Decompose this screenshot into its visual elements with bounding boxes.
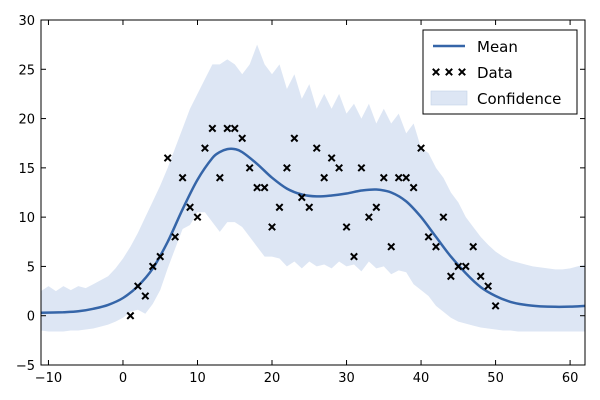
y-tick-label: 20 — [18, 113, 35, 128]
data-point — [327, 154, 336, 162]
data-point — [394, 173, 403, 182]
x-tick-label: 60 — [562, 371, 579, 386]
data-point — [342, 223, 351, 231]
confidence-band — [41, 44, 585, 332]
data-point — [133, 282, 142, 291]
y-tick-label: 25 — [18, 63, 35, 78]
y-tick-label: 15 — [18, 162, 35, 177]
data-point — [148, 262, 157, 271]
data-point — [193, 213, 202, 222]
data-point — [171, 232, 180, 241]
legend-data-marker — [445, 68, 453, 76]
data-point — [305, 203, 314, 212]
data-point — [230, 124, 239, 133]
legend-label: Data — [477, 64, 513, 82]
y-tick-label: −5 — [16, 359, 35, 374]
x-tick-label: 20 — [264, 371, 281, 386]
y-tick-label: 30 — [18, 14, 35, 29]
data-point — [484, 282, 493, 291]
data-point — [186, 203, 194, 212]
data-point — [476, 272, 485, 281]
data-point — [335, 163, 343, 172]
data-point — [163, 154, 172, 162]
plot-content — [41, 44, 585, 332]
axes: −10 0 10 20 30 40 50 60 −5 0 5 10 15 20 25 30 — [16, 14, 586, 386]
data-point — [461, 262, 470, 271]
data-point — [290, 134, 299, 143]
x-tick-label: 30 — [338, 371, 355, 386]
data-point — [245, 163, 254, 172]
data-point — [491, 301, 500, 310]
legend: Mean Data Confidence — [422, 29, 578, 115]
data-point — [201, 144, 209, 153]
data-point — [409, 183, 418, 192]
data-point — [156, 252, 165, 261]
x-tick-label: 50 — [487, 371, 504, 386]
mean-line — [41, 147, 585, 315]
data-point — [424, 232, 433, 241]
data-point — [223, 124, 232, 133]
y-tick-label: 10 — [18, 211, 35, 226]
legend-data-marker — [432, 68, 440, 76]
data-point — [275, 203, 284, 212]
legend-label: Mean — [477, 38, 518, 56]
data-point — [215, 173, 224, 182]
x-tick-label: 40 — [413, 371, 430, 386]
data-point — [357, 163, 366, 172]
data-point — [283, 163, 291, 172]
data-point — [141, 292, 150, 300]
y-tick-label: 5 — [27, 260, 35, 275]
data-point — [364, 213, 373, 222]
plot-frame — [40, 19, 586, 366]
data-point — [312, 144, 321, 153]
data-point — [379, 173, 388, 182]
data-point — [268, 223, 276, 231]
x-tick-label: 0 — [119, 371, 127, 386]
data-point — [446, 272, 455, 281]
data-point — [387, 242, 396, 251]
data-point — [402, 173, 411, 182]
data-point — [320, 173, 329, 182]
y-tick-label: 0 — [27, 310, 35, 325]
x-tick-label: −10 — [35, 371, 62, 386]
data-point — [454, 262, 463, 271]
data-point — [372, 203, 381, 212]
data-point — [208, 124, 217, 133]
data-point — [469, 242, 478, 251]
data-point — [260, 183, 269, 192]
data-point — [432, 242, 440, 251]
legend-data-marker — [458, 68, 466, 76]
data-point — [253, 183, 262, 192]
x-tick-label: 10 — [189, 371, 206, 386]
data-point — [297, 193, 306, 202]
legend-confidence-swatch — [430, 90, 468, 106]
data-point — [178, 173, 187, 182]
plot-area — [41, 44, 585, 332]
legend-label: Confidence — [477, 90, 561, 108]
data-point — [238, 134, 247, 143]
data-point — [126, 311, 135, 320]
data-point — [417, 144, 425, 153]
data-point — [350, 252, 358, 261]
data-point — [439, 213, 448, 222]
